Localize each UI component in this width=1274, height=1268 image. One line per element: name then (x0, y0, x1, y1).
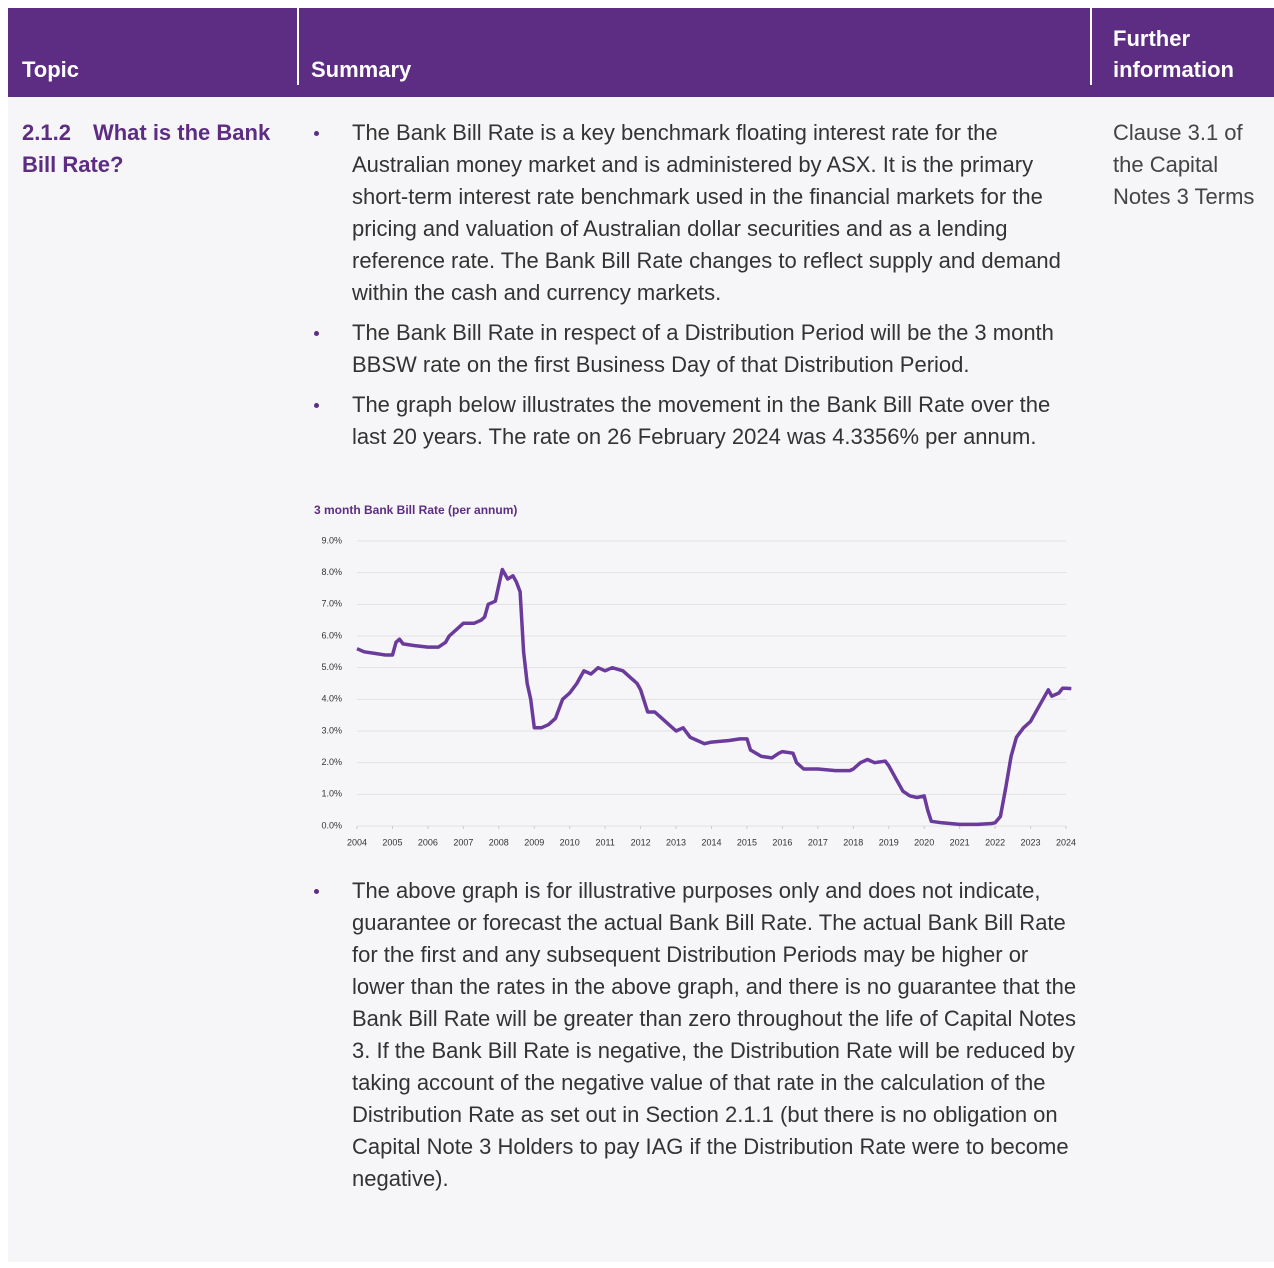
header-topic: Topic (22, 57, 80, 82)
x-tick-label: 2015 (737, 837, 757, 847)
x-tick-label: 2008 (489, 837, 509, 847)
chart-title: 3 month Bank Bill Rate (per annum) (314, 503, 517, 517)
x-tick-label: 2014 (701, 837, 721, 847)
row-topic: 2.1.2 What is the Bank Bill Rate? (22, 117, 282, 181)
x-tick-label: 2004 (347, 837, 367, 847)
y-tick-label: 9.0% (321, 535, 342, 545)
x-tick-label: 2018 (843, 837, 863, 847)
header-further: Further information (1113, 26, 1234, 82)
header-summary: Summary (311, 57, 412, 82)
y-tick-label: 8.0% (321, 567, 342, 577)
x-tick-label: 2013 (666, 837, 686, 847)
x-tick-label: 2009 (524, 837, 544, 847)
x-tick-label: 2007 (453, 837, 473, 847)
header-divider (297, 8, 299, 85)
x-tick-label: 2019 (879, 837, 899, 847)
rate-line (356, 567, 1072, 827)
x-tick-label: 2005 (382, 837, 402, 847)
table-header: Topic Summary Further information (8, 8, 1274, 97)
bullet: The above graph is for illustrative purp… (314, 875, 1082, 1195)
y-tick-label: 0.0% (321, 820, 342, 830)
x-tick-label: 2011 (595, 837, 614, 847)
y-tick-label: 1.0% (321, 789, 342, 799)
topic-number: 2.1.2 (22, 120, 71, 145)
x-tick-label: 2020 (914, 837, 934, 847)
y-tick-label: 2.0% (321, 757, 342, 767)
x-tick-label: 2017 (808, 837, 828, 847)
header-divider (1090, 8, 1092, 85)
x-tick-label: 2024 (1056, 837, 1076, 847)
table-row: 2.1.2 What is the Bank Bill Rate? The Ban… (8, 97, 1274, 1262)
x-tick-label: 2012 (631, 837, 651, 847)
chart: 3 month Bank Bill Rate (per annum) 0.0% 1… (314, 503, 1076, 847)
bullet-list: The above graph is for illustrative purp… (314, 875, 1082, 1203)
x-tick-label: 2021 (950, 837, 970, 847)
row-further: Clause 3.1 of the Capital Notes 3 Terms (1113, 120, 1255, 209)
x-tick-label: 2023 (1021, 837, 1041, 847)
y-tick-label: 3.0% (321, 725, 342, 735)
bullet: The Bank Bill Rate in respect of a Distr… (314, 317, 1082, 381)
x-tick-label: 2006 (418, 837, 438, 847)
topic-title: What is the Bank Bill Rate? (22, 120, 271, 177)
y-tick-label: 4.0% (321, 694, 342, 704)
bullet: The Bank Bill Rate is a key benchmark fl… (314, 117, 1082, 309)
x-tick-label: 2022 (985, 837, 1005, 847)
y-tick-label: 5.0% (321, 662, 342, 672)
x-tick-label: 2016 (772, 837, 792, 847)
y-tick-label: 7.0% (321, 599, 342, 609)
y-tick-label: 6.0% (321, 630, 342, 640)
x-tick-label: 2010 (560, 837, 580, 847)
bullet-list: The Bank Bill Rate is a key benchmark fl… (314, 117, 1082, 461)
bullet: The graph below illustrates the movement… (314, 389, 1082, 453)
